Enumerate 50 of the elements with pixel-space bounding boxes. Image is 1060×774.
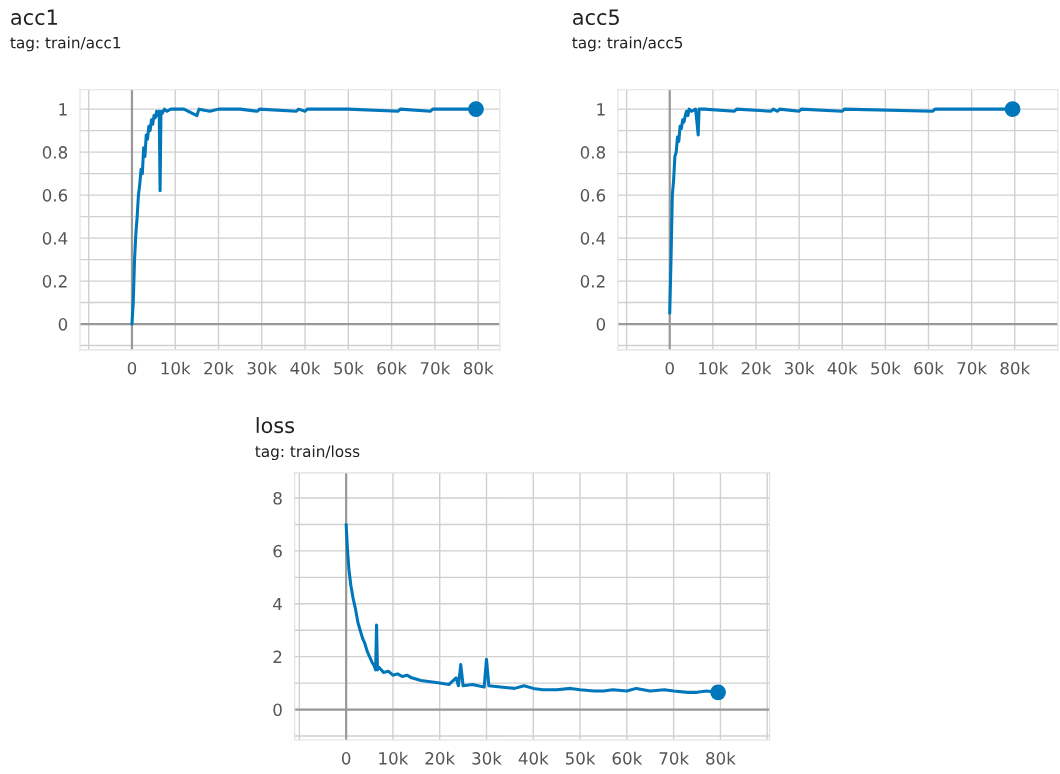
y-tick-label: 0.8	[580, 146, 606, 159]
x-tick-label: 70k	[420, 361, 451, 375]
x-tick-label: 20k	[204, 361, 234, 375]
chart-title: acc1	[11, 9, 57, 26]
chart-title: acc5	[573, 9, 619, 26]
y-tick-label: 0	[596, 318, 606, 331]
x-tick-label: 0	[127, 361, 137, 375]
chart-subtitle: tag: train/acc5	[572, 36, 683, 52]
x-tick-label: 20k	[741, 361, 772, 375]
y-tick-label: 0.6	[42, 189, 68, 202]
x-tick-label: 10k	[379, 751, 409, 765]
y-tick-label: 0	[273, 703, 282, 717]
x-tick-label: 50k	[871, 361, 901, 375]
y-tick-label: 0.2	[42, 275, 67, 288]
x-tick-label: 10k	[699, 361, 729, 375]
y-tick-label: 8	[273, 491, 282, 505]
x-tick-label: 40k	[518, 751, 549, 765]
y-tick-label: 0.2	[580, 275, 605, 288]
x-tick-label: 60k	[914, 361, 944, 375]
x-tick-label: 80k	[706, 751, 736, 765]
y-tick-label: 2	[273, 650, 282, 663]
x-tick-label: 80k	[463, 361, 494, 375]
y-tick-label: 1	[597, 103, 605, 116]
chart-title: loss	[256, 417, 295, 434]
x-tick-label: 70k	[659, 751, 690, 765]
y-tick-label: 1	[59, 103, 67, 116]
x-tick-label: 30k	[472, 751, 502, 765]
y-tick-label: 4	[273, 597, 282, 611]
x-tick-label: 20k	[425, 751, 456, 765]
x-tick-label: 70k	[957, 361, 988, 375]
x-tick-label: 0	[665, 361, 674, 375]
x-tick-label: 50k	[565, 751, 596, 765]
y-tick-label: 6	[273, 544, 282, 558]
x-tick-label: 40k	[827, 361, 858, 375]
x-tick-label: 50k	[334, 361, 364, 375]
x-tick-label: 10k	[161, 361, 191, 375]
x-tick-label: 30k	[784, 361, 815, 375]
x-tick-label: 60k	[377, 361, 407, 375]
x-tick-label: 80k	[1000, 361, 1031, 375]
y-tick-label: 0.8	[42, 146, 68, 159]
y-tick-label: 0.4	[580, 232, 606, 245]
y-tick-label: 0.6	[580, 189, 606, 202]
y-tick-label: 0.4	[42, 232, 68, 245]
x-tick-label: 40k	[290, 361, 321, 375]
y-tick-label: 0	[58, 318, 68, 331]
chart-subtitle: tag: train/acc1	[10, 36, 121, 52]
x-tick-label: 30k	[247, 361, 278, 375]
chart-subtitle: tag: train/loss	[255, 445, 360, 461]
x-tick-label: 0	[341, 752, 351, 765]
x-tick-label: 60k	[612, 751, 643, 765]
